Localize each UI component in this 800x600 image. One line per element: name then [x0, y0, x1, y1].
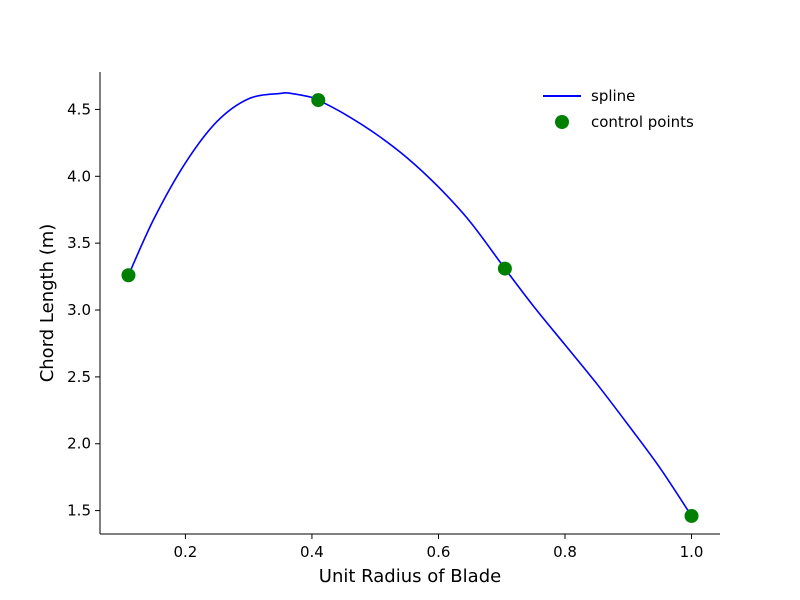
- control-point: [497, 261, 512, 276]
- y-tick-label: 2.0: [67, 435, 91, 453]
- x-tick-label: 0.8: [553, 543, 577, 561]
- plot-area: [121, 92, 699, 523]
- control-point: [311, 93, 326, 108]
- y-tick-label: 3.5: [67, 234, 91, 252]
- y-axis-label: Chord Length (m): [37, 224, 58, 383]
- x-tick-label: 0.2: [173, 543, 197, 561]
- legend-control-points-swatch: [555, 115, 569, 129]
- x-tick-label: 1.0: [680, 543, 704, 561]
- spline-series-line: [127, 92, 693, 517]
- y-tick-label: 4.0: [67, 167, 91, 185]
- legend: spline control points: [543, 87, 694, 131]
- x-tick-label: 0.6: [427, 543, 451, 561]
- y-tick-label: 1.5: [67, 502, 91, 520]
- axes: [99, 72, 720, 535]
- legend-spline-label: spline: [591, 87, 635, 105]
- y-tick-label: 2.5: [67, 368, 91, 386]
- legend-control-points-label: control points: [591, 113, 694, 131]
- x-tick-label: 0.4: [300, 543, 324, 561]
- ticks: 0.2 0.4 0.6 0.8 1.0 1.5 2.0 2.5 3.0 3.5 4.0 4.5: [67, 100, 703, 561]
- control-point: [684, 508, 699, 523]
- y-tick-label: 4.5: [67, 100, 91, 118]
- y-tick-label: 3.0: [67, 301, 91, 319]
- x-axis-label: Unit Radius of Blade: [319, 566, 501, 587]
- control-point: [121, 268, 136, 283]
